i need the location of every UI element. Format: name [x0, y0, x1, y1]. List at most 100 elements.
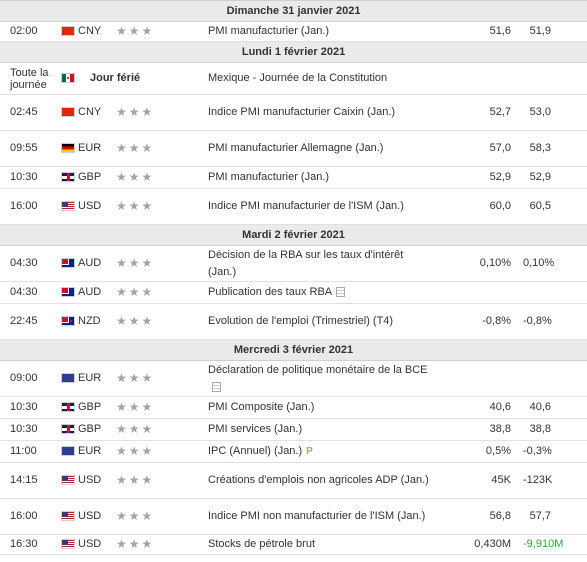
forecast-value: 0,10%: [523, 245, 587, 282]
event-row[interactable]: 04:30 AUD ★★★ Publication des taux RBA: [0, 281, 587, 304]
us-flag-icon: [61, 475, 75, 486]
document-icon[interactable]: [212, 381, 221, 392]
forecast-value: 58,3: [523, 130, 587, 167]
event-currency: CNY: [78, 21, 116, 42]
day-header: Dimanche 31 janvier 2021: [0, 0, 587, 22]
event-time: 02:45: [0, 94, 58, 131]
day-header-row: Dimanche 31 janvier 2021: [0, 0, 587, 22]
importance-stars: ★★★: [116, 440, 208, 463]
event-name-link[interactable]: Créations d'emplois non agricoles ADP (J…: [208, 474, 429, 486]
event-row[interactable]: 09:55 EUR ★★★ PMI manufacturier Allemagn…: [0, 130, 587, 167]
event-name-link[interactable]: Indice PMI manufacturier Caixin (Jan.): [208, 106, 396, 118]
event-currency: CNY: [78, 94, 116, 131]
event-currency: EUR: [78, 360, 116, 397]
event-currency: GBP: [78, 166, 116, 189]
forecast-value: 57,7: [523, 498, 587, 535]
importance-stars: ★★★: [116, 396, 208, 419]
event-row[interactable]: 11:00 EUR ★★★ IPC (Annuel) (Jan.) P 0,5% …: [0, 440, 587, 463]
event-name-link[interactable]: Déclaration de politique monétaire de la…: [208, 363, 428, 376]
importance-stars: ★★★: [116, 130, 208, 167]
importance-stars: ★★★: [116, 188, 208, 225]
actual-value: [438, 360, 523, 397]
importance-stars: ★★★: [116, 245, 208, 282]
event-time: 16:00: [0, 498, 58, 535]
importance-stars: ★★★: [116, 498, 208, 535]
event-currency: AUD: [78, 281, 116, 304]
actual-value: 60,0: [438, 188, 523, 225]
event-row[interactable]: 10:30 GBP ★★★ PMI services (Jan.) 38,8 3…: [0, 418, 587, 441]
us-flag-icon: [61, 539, 75, 550]
forecast-value: 38,8: [523, 418, 587, 441]
event-name-link[interactable]: IPC (Annuel) (Jan.): [208, 445, 303, 457]
event-name-link[interactable]: Mexique - Journée de la Constitution: [208, 72, 388, 84]
china-flag-icon: [61, 107, 75, 118]
event-currency: USD: [78, 188, 116, 225]
event-row[interactable]: 02:00 CNY ★★★ PMI manufacturier (Jan.) 5…: [0, 21, 587, 42]
event-name-link[interactable]: Décision de la RBA sur les taux d'intérê…: [208, 248, 404, 278]
event-currency: EUR: [78, 440, 116, 463]
event-time: 16:30: [0, 534, 58, 555]
event-time: 10:30: [0, 418, 58, 441]
importance-stars: ★★★: [116, 21, 208, 42]
event-time: 22:45: [0, 303, 58, 340]
actual-value: 40,6: [438, 396, 523, 419]
event-row[interactable]: 14:15 USD ★★★ Créations d'emplois non ag…: [0, 462, 587, 499]
importance-stars: ★★★: [116, 462, 208, 499]
event-time: 16:00: [0, 188, 58, 225]
event-name-link[interactable]: PMI manufacturier (Jan.): [208, 171, 330, 183]
actual-value: 0,10%: [438, 245, 523, 282]
event-row[interactable]: 04:30 AUD ★★★ Décision de la RBA sur les…: [0, 245, 587, 282]
day-header-row: Mercredi 3 février 2021: [0, 339, 587, 361]
australia-flag-icon: [61, 258, 75, 269]
importance-stars: ★★★: [116, 303, 208, 340]
event-name-link[interactable]: Publication des taux RBA: [208, 286, 333, 298]
event-name-link[interactable]: Indice PMI non manufacturier de l'ISM (J…: [208, 510, 426, 522]
forecast-value: [523, 281, 587, 304]
event-row[interactable]: 16:00 USD ★★★ Indice PMI non manufacturi…: [0, 498, 587, 535]
event-row[interactable]: 10:30 GBP ★★★ PMI Composite (Jan.) 40,6 …: [0, 396, 587, 419]
event-name-link[interactable]: PMI manufacturier Allemagne (Jan.): [208, 142, 384, 154]
forecast-value: 40,6: [523, 396, 587, 419]
actual-value: 38,8: [438, 418, 523, 441]
event-row[interactable]: 02:45 CNY ★★★ Indice PMI manufacturier C…: [0, 94, 587, 131]
event-name-link[interactable]: Evolution de l'emploi (Trimestriel) (T4): [208, 315, 394, 327]
event-name-link[interactable]: Stocks de pétrole brut: [208, 538, 316, 550]
forecast-value: 60,5: [523, 188, 587, 225]
day-header: Mercredi 3 février 2021: [0, 339, 587, 361]
holiday-row[interactable]: Toute la journée Jour férié Mexique - Jo…: [0, 62, 587, 95]
germany-flag-icon: [61, 143, 75, 154]
event-currency: NZD: [78, 303, 116, 340]
event-currency: USD: [78, 498, 116, 535]
actual-value: [438, 281, 523, 304]
mexico-flag-icon: [61, 73, 75, 84]
day-header: Lundi 1 février 2021: [0, 41, 587, 63]
event-name-link[interactable]: Indice PMI manufacturier de l'ISM (Jan.): [208, 200, 404, 212]
event-currency: GBP: [78, 418, 116, 441]
actual-value: 0,430M: [438, 534, 523, 555]
importance-stars: ★★★: [116, 166, 208, 189]
day-header-row: Mardi 2 février 2021: [0, 224, 587, 246]
china-flag-icon: [61, 26, 75, 37]
event-row[interactable]: 16:00 USD ★★★ Indice PMI manufacturier d…: [0, 188, 587, 225]
actual-value: 0,5%: [438, 440, 523, 463]
forecast-value: -0,3%: [523, 440, 587, 463]
actual-value: 52,7: [438, 94, 523, 131]
event-name-link[interactable]: PMI manufacturier (Jan.): [208, 25, 330, 37]
importance-stars: ★★★: [116, 94, 208, 131]
eu-flag-icon: [61, 373, 75, 384]
actual-value: 57,0: [438, 130, 523, 167]
event-name-link[interactable]: PMI Composite (Jan.): [208, 401, 315, 413]
document-icon[interactable]: [336, 287, 346, 298]
event-time: 04:30: [0, 245, 58, 282]
event-currency: EUR: [78, 130, 116, 167]
event-name-link[interactable]: PMI services (Jan.): [208, 423, 303, 435]
event-row[interactable]: 16:30 USD ★★★ Stocks de pétrole brut 0,4…: [0, 534, 587, 555]
us-flag-icon: [61, 201, 75, 212]
event-row[interactable]: 22:45 NZD ★★★ Evolution de l'emploi (Tri…: [0, 303, 587, 340]
event-time: 11:00: [0, 440, 58, 463]
event-row[interactable]: 09:00 EUR ★★★ Déclaration de politique m…: [0, 360, 587, 397]
event-time: 10:30: [0, 396, 58, 419]
event-row[interactable]: 10:30 GBP ★★★ PMI manufacturier (Jan.) 5…: [0, 166, 587, 189]
event-time: 09:55: [0, 130, 58, 167]
actual-value: 45K: [438, 462, 523, 499]
